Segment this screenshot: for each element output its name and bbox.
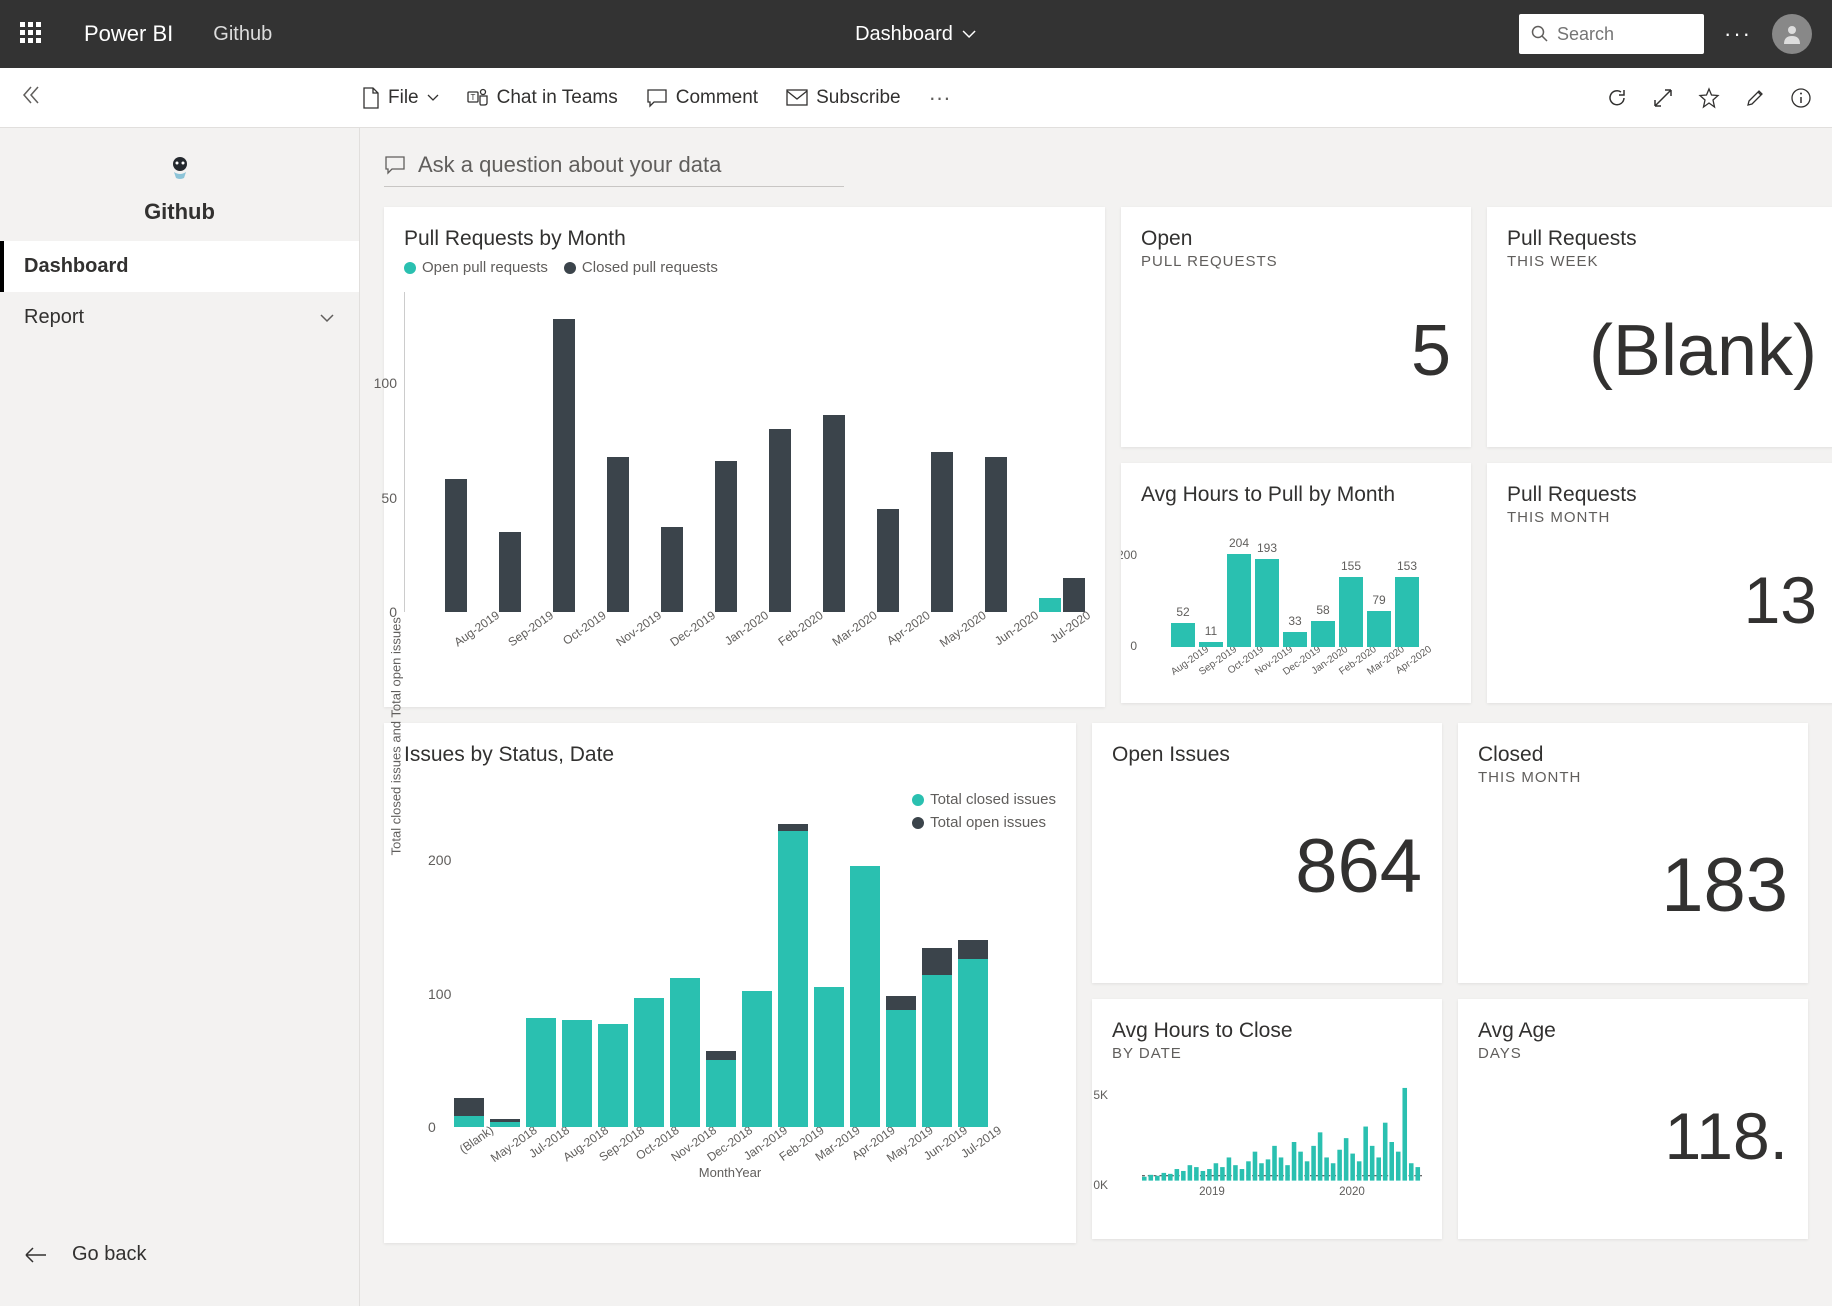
- comment-icon: [646, 88, 668, 108]
- tile-subtitle: THIS MONTH: [1507, 509, 1817, 526]
- tile-avg-hours-pull[interactable]: Avg Hours to Pull by Month 020052Aug-201…: [1121, 463, 1471, 703]
- double-chevron-left-icon: [20, 84, 42, 106]
- collapse-sidebar-button[interactable]: [20, 84, 42, 112]
- tile-value: 864: [1112, 823, 1422, 910]
- tile-open-issues[interactable]: Open Issues 864: [1092, 723, 1442, 983]
- tile-title: Avg Hours to Pull by Month: [1141, 483, 1451, 507]
- comment-label: Comment: [676, 87, 758, 109]
- file-icon: [362, 87, 380, 109]
- subscribe-label: Subscribe: [816, 87, 901, 109]
- tile-subtitle: DAYS: [1478, 1045, 1788, 1062]
- github-icon: [0, 152, 359, 191]
- app-launcher-icon[interactable]: [20, 22, 44, 46]
- svg-text:T: T: [470, 93, 475, 102]
- dashboard-content: Ask a question about your data Pull Requ…: [360, 128, 1832, 1306]
- sidebar: Github Dashboard Report Go back: [0, 128, 360, 1306]
- more-options-icon[interactable]: ···: [1724, 21, 1752, 47]
- nav-label: Dashboard: [24, 255, 128, 278]
- file-menu[interactable]: File: [362, 87, 439, 109]
- tile-title: Pull Requests: [1507, 227, 1817, 251]
- tile-value: (Blank): [1507, 310, 1817, 392]
- tile-title: Pull Requests by Month: [404, 227, 1085, 251]
- x-axis-title: MonthYear: [404, 1165, 1056, 1180]
- tile-pr-month[interactable]: Pull Requests THIS MONTH 13: [1487, 463, 1832, 703]
- y-axis-title: Total closed issues and Total open issue…: [389, 617, 404, 855]
- tile-subtitle: THIS WEEK: [1507, 253, 1817, 270]
- tile-value: 13: [1507, 562, 1817, 638]
- tile-pr-by-month[interactable]: Pull Requests by Month Open pull request…: [384, 207, 1105, 707]
- tile-subtitle: THIS MONTH: [1478, 769, 1788, 786]
- issues-chart: Total closed issues and Total open issue…: [404, 807, 1056, 1127]
- teams-icon: T: [467, 88, 489, 108]
- info-icon[interactable]: [1790, 87, 1812, 109]
- sidebar-item-dashboard[interactable]: Dashboard: [0, 241, 359, 292]
- tile-avg-hours-close[interactable]: Avg Hours to Close BY DATE 0K5K20192020: [1092, 999, 1442, 1239]
- tile-open-pr[interactable]: Open PULL REQUESTS 5: [1121, 207, 1471, 447]
- dashboard-dropdown[interactable]: Dashboard: [855, 23, 977, 46]
- go-back-label: Go back: [72, 1243, 146, 1266]
- chevron-down-icon: [427, 92, 439, 104]
- file-label: File: [388, 87, 419, 109]
- brand-label: Power BI: [84, 21, 173, 47]
- pr-by-month-chart: 050100Aug-2019Sep-2019Oct-2019Nov-2019De…: [404, 292, 1085, 612]
- svg-text:2019: 2019: [1199, 1186, 1225, 1198]
- workspace-label[interactable]: Github: [213, 23, 272, 46]
- more-actions[interactable]: ···: [929, 85, 951, 111]
- action-bar: File T Chat in Teams Comment Subscribe ·…: [0, 68, 1832, 128]
- tile-title: Avg Age: [1478, 1019, 1788, 1043]
- search-input[interactable]: [1557, 24, 1692, 45]
- tile-subtitle: PULL REQUESTS: [1141, 253, 1451, 270]
- tile-issues-by-status[interactable]: Issues by Status, Date Total closed issu…: [384, 723, 1076, 1243]
- qna-placeholder: Ask a question about your data: [418, 152, 721, 178]
- refresh-icon[interactable]: [1606, 87, 1628, 109]
- arrow-left-icon: [24, 1245, 48, 1265]
- avg-hours-pull-chart: 020052Aug-201911Sep-2019204Oct-2019193No…: [1141, 527, 1451, 647]
- search-icon: [1531, 25, 1549, 43]
- tile-value: 118.: [1478, 1098, 1788, 1174]
- mail-icon: [786, 89, 808, 107]
- tile-title: Open: [1141, 227, 1451, 251]
- favorite-icon[interactable]: [1698, 87, 1720, 109]
- tile-title: Pull Requests: [1507, 483, 1817, 507]
- sidebar-item-report[interactable]: Report: [0, 292, 359, 343]
- sidebar-title: Github: [0, 199, 359, 225]
- nav-label: Report: [24, 306, 84, 329]
- chevron-down-icon: [961, 26, 977, 42]
- tile-title: Issues by Status, Date: [404, 743, 1056, 767]
- fullscreen-icon[interactable]: [1652, 87, 1674, 109]
- topbar: Power BI Github Dashboard ···: [0, 0, 1832, 68]
- edit-icon[interactable]: [1744, 87, 1766, 109]
- sparkline-chart: 0K5K20192020: [1112, 1082, 1422, 1202]
- tile-value: 183: [1478, 842, 1788, 929]
- sidebar-header: Github: [0, 128, 359, 241]
- tile-title: Open Issues: [1112, 743, 1422, 767]
- search-box[interactable]: [1519, 14, 1704, 54]
- chevron-down-icon: [319, 310, 335, 326]
- person-icon: [1780, 22, 1804, 46]
- tile-subtitle: BY DATE: [1112, 1045, 1422, 1062]
- chart-legend: Open pull requests Closed pull requests: [404, 259, 1085, 276]
- chat-label: Chat in Teams: [497, 87, 618, 109]
- subscribe-button[interactable]: Subscribe: [786, 87, 901, 109]
- svg-text:2020: 2020: [1339, 1186, 1365, 1198]
- qna-input[interactable]: Ask a question about your data: [384, 144, 844, 187]
- avatar[interactable]: [1772, 14, 1812, 54]
- tile-pr-week[interactable]: Pull Requests THIS WEEK (Blank): [1487, 207, 1832, 447]
- comment-button[interactable]: Comment: [646, 87, 758, 109]
- tile-avg-age[interactable]: Avg Age DAYS 118.: [1458, 999, 1808, 1239]
- tile-closed-month[interactable]: Closed THIS MONTH 183: [1458, 723, 1808, 983]
- tile-title: Avg Hours to Close: [1112, 1019, 1422, 1043]
- dashboard-title: Dashboard: [855, 23, 953, 46]
- tile-value: 5: [1141, 310, 1451, 392]
- comment-icon: [384, 155, 406, 175]
- chat-teams-button[interactable]: T Chat in Teams: [467, 87, 618, 109]
- go-back-button[interactable]: Go back: [0, 1223, 359, 1306]
- tile-title: Closed: [1478, 743, 1788, 767]
